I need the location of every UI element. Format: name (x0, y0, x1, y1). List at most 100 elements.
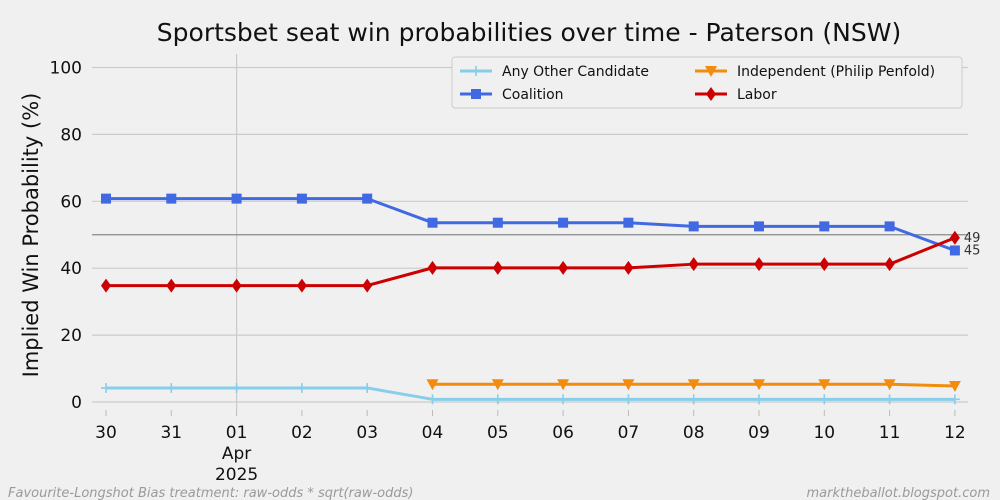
data-point-any-other-candidate (427, 394, 438, 405)
end-label: 45 (964, 243, 981, 258)
data-point-any-other-candidate (884, 394, 895, 405)
y-tick-label: 80 (60, 125, 82, 145)
data-point-labor (949, 230, 960, 245)
data-point-labor (166, 278, 177, 293)
legend-marker-independent-philip-penfold (705, 66, 717, 77)
series-labor (101, 230, 960, 293)
data-point-coalition (427, 217, 438, 228)
data-point-independent-philip-penfold (622, 379, 635, 391)
data-point-labor (492, 260, 503, 275)
legend-label-any-other-candidate: Any Other Candidate (502, 64, 649, 80)
series-group (101, 193, 961, 405)
data-point-any-other-candidate (492, 394, 503, 405)
data-point-labor (101, 278, 111, 293)
legend-marker-coalition (471, 89, 481, 99)
y-axis-ticks: 0 20 40 60 80 100 (50, 59, 82, 414)
x-tick-label: 03 (356, 423, 378, 443)
series-line-coalition (106, 197, 956, 252)
data-point-coalition (558, 217, 569, 228)
series-independent-philip-penfold (426, 379, 961, 392)
x-tick-label: 04 (422, 423, 444, 443)
x-tick-label: 02 (291, 423, 313, 443)
data-point-coalition (362, 193, 373, 204)
data-point-coalition (688, 221, 699, 232)
data-point-labor (819, 257, 830, 272)
data-point-coalition (623, 217, 634, 228)
data-point-coalition (884, 221, 895, 232)
data-point-any-other-candidate (688, 394, 699, 405)
data-point-coalition (492, 217, 503, 228)
legend-box (451, 56, 963, 109)
x-tick-label: 06 (552, 423, 574, 443)
data-point-labor (558, 260, 569, 275)
series-line-labor (106, 236, 956, 288)
x-tick-label: 08 (683, 423, 705, 443)
data-point-coalition (819, 221, 830, 232)
legend: Any Other Candidate Coalition Independent … (451, 56, 963, 109)
y-tick-label: 60 (60, 192, 82, 212)
data-point-labor (623, 260, 634, 275)
data-point-independent-philip-penfold (948, 380, 961, 392)
legend-label-independent-philip-penfold: Independent (Philip Penfold) (737, 64, 935, 80)
x-tick-year: 2025 (215, 465, 258, 485)
data-point-independent-philip-penfold (818, 379, 831, 391)
data-point-labor (296, 278, 307, 293)
data-point-labor (362, 278, 373, 293)
x-tick-label: 07 (618, 423, 640, 443)
series-coalition (101, 193, 960, 256)
x-tick-label: 01 (226, 423, 248, 443)
y-tick-label: 100 (50, 59, 82, 79)
y-axis-label: Implied Win Probability (%) (19, 93, 43, 378)
data-point-labor (231, 278, 242, 293)
data-point-any-other-candidate (949, 394, 960, 405)
data-point-labor (688, 257, 699, 272)
data-point-any-other-candidate (819, 394, 830, 405)
x-tick-label: 09 (748, 423, 770, 443)
data-point-any-other-candidate (558, 394, 569, 405)
data-point-coalition (296, 193, 307, 204)
x-tick-label: 10 (813, 423, 835, 443)
data-point-independent-philip-penfold (491, 379, 504, 391)
end-label: 49 (964, 231, 981, 246)
data-point-labor (754, 257, 764, 272)
data-point-independent-philip-penfold (557, 379, 570, 391)
data-point-coalition (754, 221, 764, 232)
data-point-any-other-candidate (754, 394, 764, 405)
series-line-any-other-candidate (106, 386, 955, 401)
data-point-independent-philip-penfold (687, 379, 700, 391)
legend-marker-any-other-candidate (471, 66, 481, 76)
x-tick-label: 31 (160, 423, 182, 443)
data-point-any-other-candidate (101, 382, 111, 393)
data-point-coalition (231, 193, 242, 204)
x-tick-label: 11 (879, 423, 901, 443)
x-tick-month: Apr (222, 444, 251, 464)
x-tick-label: 30 (95, 423, 117, 443)
data-point-coalition (101, 193, 111, 204)
legend-marker-labor (706, 87, 716, 101)
chart-title: Sportsbet seat win probabilities over ti… (157, 18, 901, 47)
data-point-labor (427, 260, 438, 275)
data-point-any-other-candidate (166, 382, 177, 393)
data-point-labor (884, 257, 895, 272)
data-point-any-other-candidate (623, 394, 634, 405)
legend-label-labor: Labor (737, 87, 777, 103)
data-point-any-other-candidate (362, 382, 373, 393)
legend-label-coalition: Coalition (502, 87, 564, 103)
x-tick-label: 05 (487, 423, 509, 443)
footer-left: Favourite-Longshot Bias treatment: raw-o… (8, 486, 413, 500)
data-point-coalition (166, 193, 177, 204)
y-tick-label: 40 (60, 259, 82, 279)
data-point-any-other-candidate (296, 382, 307, 393)
series-any-other-candidate (101, 382, 960, 405)
y-tick-label: 20 (60, 326, 82, 346)
data-point-any-other-candidate (231, 382, 242, 393)
footer-right: marktheballot.blogspot.com (806, 486, 990, 500)
data-point-independent-philip-penfold (753, 379, 765, 391)
data-point-independent-philip-penfold (426, 379, 439, 391)
y-tick-label: 0 (71, 393, 82, 413)
data-point-independent-philip-penfold (883, 379, 896, 391)
